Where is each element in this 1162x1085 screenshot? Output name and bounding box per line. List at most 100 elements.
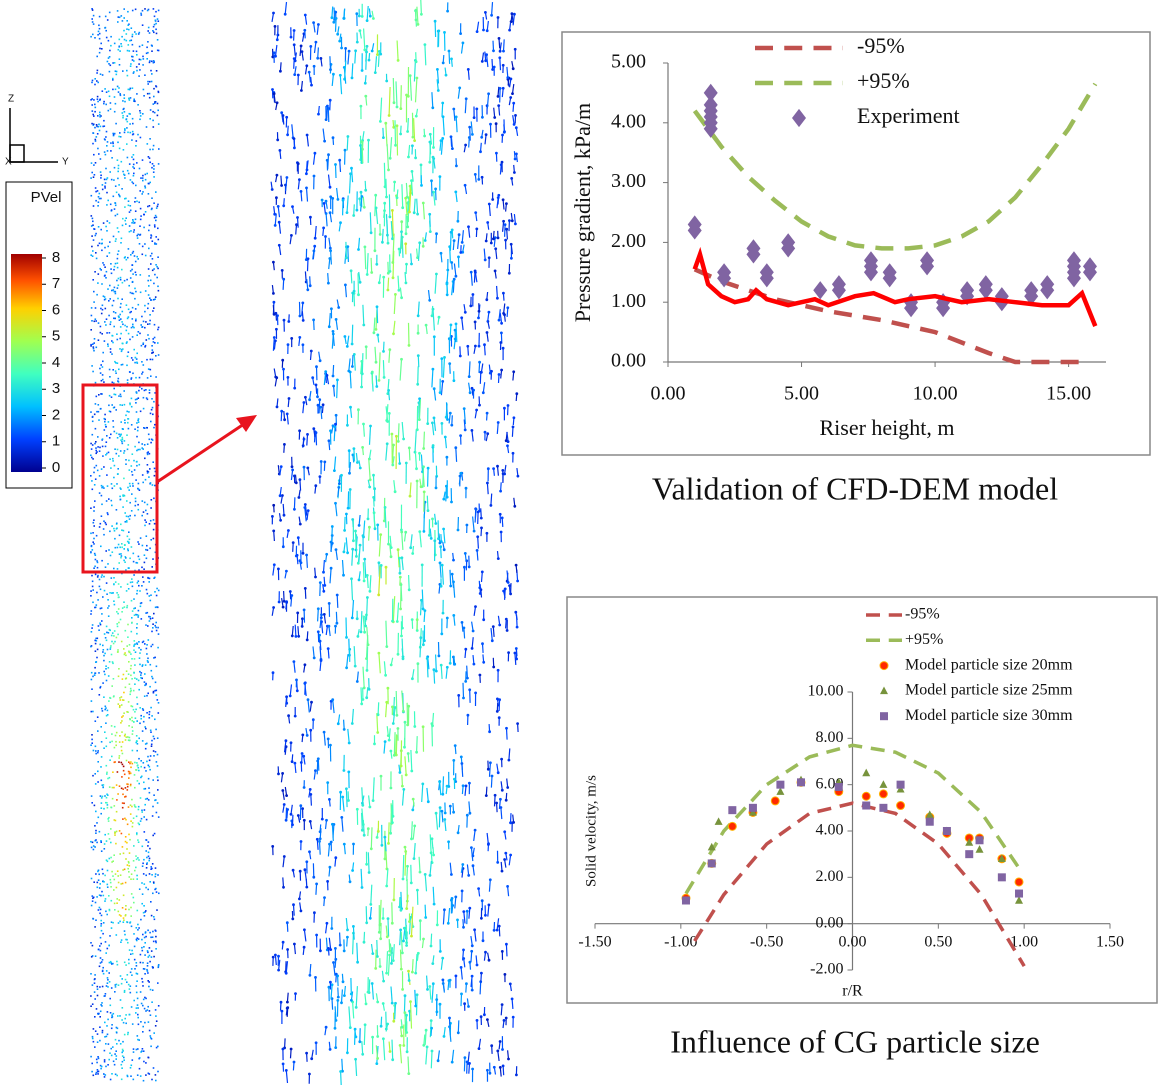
- velocity-arrow-head: [297, 496, 301, 499]
- particle: [91, 415, 94, 418]
- particle: [132, 158, 135, 161]
- particle: [120, 15, 123, 17]
- particle: [111, 551, 114, 553]
- particle: [126, 864, 129, 866]
- velocity-arrow: [415, 954, 418, 974]
- particle: [119, 326, 122, 328]
- particle: [104, 420, 106, 423]
- velocity-arrow-head: [400, 530, 404, 534]
- particle: [147, 334, 149, 336]
- particle: [104, 731, 106, 733]
- particle: [108, 252, 111, 254]
- particle: [90, 631, 93, 633]
- velocity-arrow-head: [300, 625, 304, 628]
- particle: [127, 867, 129, 870]
- particle: [124, 733, 126, 736]
- velocity-arrow: [336, 594, 339, 608]
- particle: [149, 663, 152, 666]
- velocity-arrow-head: [460, 889, 464, 893]
- velocity-arrow-head: [364, 94, 368, 98]
- velocity-arrow: [289, 1048, 292, 1059]
- particle: [141, 193, 143, 195]
- particle: [139, 670, 141, 673]
- particle: [96, 576, 99, 578]
- particle: [120, 586, 122, 588]
- particle: [94, 974, 96, 976]
- particle: [118, 1039, 120, 1042]
- velocity-arrow: [385, 925, 388, 937]
- particle: [114, 1053, 116, 1055]
- velocity-arrow-head: [418, 870, 422, 874]
- velocity-arrow-head: [513, 651, 517, 655]
- particle: [108, 11, 111, 14]
- particle: [111, 1014, 113, 1016]
- particle: [141, 24, 144, 26]
- particle: [121, 112, 124, 114]
- particle: [103, 659, 105, 662]
- particle: [143, 883, 146, 885]
- particle: [137, 419, 139, 422]
- velocity-arrow-head: [382, 136, 385, 140]
- particle: [153, 474, 156, 477]
- particle: [90, 595, 92, 597]
- particle: [120, 939, 123, 941]
- velocity-arrow-head: [281, 772, 284, 775]
- velocity-arrow-head: [314, 976, 317, 979]
- particle: [156, 753, 159, 756]
- particle: [122, 116, 124, 119]
- particle: [148, 581, 150, 583]
- velocity-arrow-head: [399, 607, 402, 611]
- particle: [123, 930, 126, 932]
- particle: [154, 1074, 157, 1076]
- particle: [106, 332, 108, 334]
- particle: [125, 118, 127, 121]
- particle: [149, 729, 152, 732]
- velocity-arrow-head: [386, 686, 390, 690]
- particle: [129, 971, 132, 974]
- particle: [94, 427, 97, 430]
- velocity-arrow-head: [281, 605, 285, 609]
- velocity-arrow-head: [407, 979, 411, 982]
- velocity-arrow-head: [385, 884, 389, 888]
- particle: [98, 894, 101, 896]
- particle: [126, 355, 129, 358]
- particle: [139, 410, 142, 413]
- velocity-arrow: [464, 185, 468, 195]
- particle: [130, 893, 133, 895]
- velocity-arrow-head: [302, 465, 306, 469]
- velocity-arrow-head: [271, 671, 275, 675]
- particle: [102, 966, 104, 969]
- velocity-arrow-head: [365, 669, 369, 672]
- velocity-arrow: [282, 115, 285, 125]
- particle: [137, 33, 140, 35]
- particle: [156, 102, 159, 105]
- particle: [121, 699, 124, 701]
- velocity-arrow-head: [281, 1047, 285, 1051]
- particle: [123, 1033, 126, 1036]
- particle: [127, 1033, 129, 1036]
- particle: [106, 802, 108, 804]
- velocity-arrow-head: [405, 195, 409, 199]
- particle: [92, 917, 94, 920]
- particle: [131, 133, 134, 136]
- particle: [149, 547, 151, 550]
- particle: [126, 364, 128, 367]
- particle: [93, 349, 95, 352]
- particle: [110, 577, 113, 579]
- particle: [101, 366, 104, 368]
- velocity-arrow-head: [405, 1013, 408, 1017]
- velocity-arrow-head: [416, 382, 420, 386]
- velocity-arrow: [395, 735, 398, 756]
- velocity-arrow: [271, 12, 275, 22]
- particle: [121, 678, 124, 680]
- velocity-arrow: [444, 436, 447, 449]
- velocity-arrow-head: [275, 376, 279, 380]
- velocity-arrow-head: [387, 168, 390, 172]
- particle: [111, 963, 113, 965]
- particle: [99, 986, 101, 988]
- velocity-arrow-head: [358, 197, 362, 201]
- particle: [122, 765, 125, 768]
- particle: [90, 162, 93, 164]
- particle: [137, 839, 139, 841]
- particle: [124, 796, 126, 798]
